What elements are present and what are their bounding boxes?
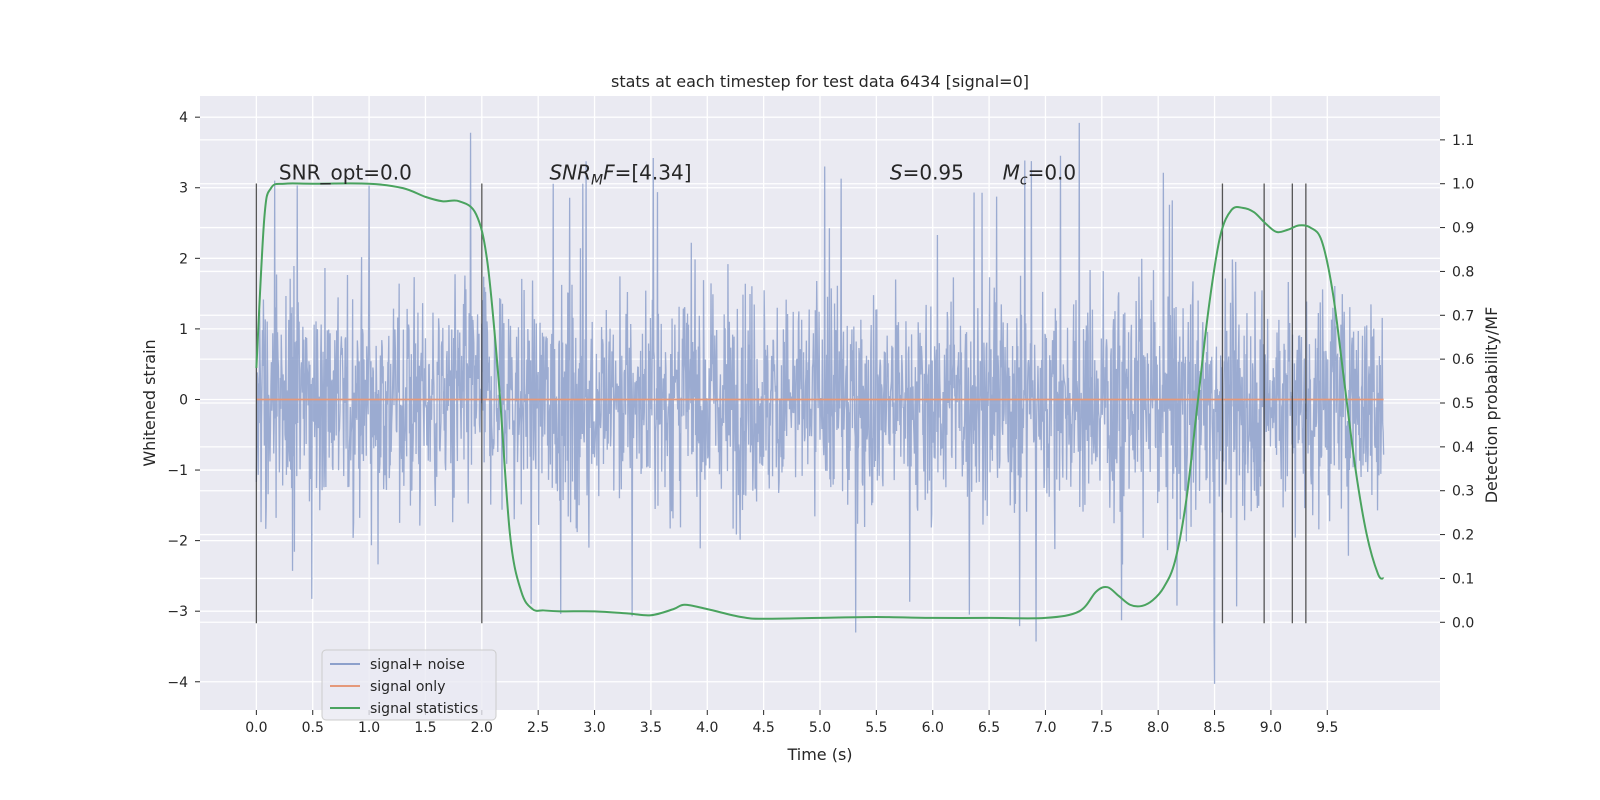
legend: signal+ noise signal only signal statistic… bbox=[321, 649, 497, 721]
x-tick-label: 3.0 bbox=[583, 720, 605, 736]
y-tick-label: 1 bbox=[179, 322, 188, 338]
annotation-symbol: SNR bbox=[549, 160, 591, 184]
annotations: SNR_opt=0.0 SNRMF=[4.34] S=0.95 Mc=0.0 bbox=[279, 160, 1076, 188]
y-tick-label: −1 bbox=[167, 463, 188, 479]
signal-statistics-line bbox=[255, 182, 1385, 620]
x-tick-label: 1.5 bbox=[414, 720, 436, 736]
x-tick-label: 6.5 bbox=[978, 720, 1000, 736]
y-tick-label: 2 bbox=[179, 251, 188, 267]
legend-box bbox=[321, 649, 497, 721]
x-tick-label: 8.0 bbox=[1147, 720, 1169, 736]
annotation-subscript: c bbox=[1020, 172, 1028, 188]
chart-title: stats at each timestep for test data 643… bbox=[611, 72, 1029, 91]
series-signal-noise bbox=[255, 122, 1385, 684]
x-tick-label: 1.0 bbox=[358, 720, 380, 736]
x-tick-label: 7.0 bbox=[1034, 720, 1056, 736]
x-axis-ticks: 0.0 0.5 1.0 1.5 2.0 2.5 3.0 3.5 4.0 4.5 5.0 5.5 6.0 6… bbox=[245, 710, 1338, 736]
x-tick-label: 5.0 bbox=[809, 720, 831, 736]
annotation-value: =0.0 bbox=[1028, 160, 1077, 184]
y2-tick-label: 0.7 bbox=[1452, 308, 1474, 324]
y2-tick-label: 1.0 bbox=[1452, 177, 1474, 193]
x-tick-label: 9.5 bbox=[1316, 720, 1338, 736]
x-tick-label: 2.5 bbox=[527, 720, 549, 736]
x-tick-label: 0.0 bbox=[245, 720, 267, 736]
x-tick-label: 9.0 bbox=[1260, 720, 1282, 736]
y-tick-label: −2 bbox=[167, 534, 188, 550]
y2-tick-label: 0.2 bbox=[1452, 528, 1474, 544]
x-tick-label: 3.5 bbox=[640, 720, 662, 736]
annotation-symbol: F bbox=[603, 160, 615, 184]
y2-tick-label: 0.4 bbox=[1452, 440, 1474, 456]
y-tick-label: 3 bbox=[179, 181, 188, 197]
y2-tick-label: 0.5 bbox=[1452, 396, 1474, 412]
series-signal-statistics bbox=[255, 182, 1385, 620]
vertical-markers bbox=[255, 183, 1307, 624]
y-tick-label: 0 bbox=[179, 392, 188, 408]
annotation-value: =[4.34] bbox=[615, 160, 692, 184]
x-tick-label: 4.0 bbox=[696, 720, 718, 736]
x-tick-label: 0.5 bbox=[302, 720, 324, 736]
x-tick-label: 8.5 bbox=[1203, 720, 1225, 736]
x-tick-label: 6.0 bbox=[922, 720, 944, 736]
y-axis-ticks: −4 −3 −2 −1 0 1 2 3 4 bbox=[167, 110, 200, 691]
annotation-symbol: M bbox=[1003, 160, 1020, 184]
x-tick-label: 5.5 bbox=[865, 720, 887, 736]
y2-tick-label: 0.1 bbox=[1452, 571, 1474, 587]
y2-tick-label: 0.9 bbox=[1452, 221, 1474, 237]
annotation: Mc=0.0 bbox=[1003, 160, 1077, 188]
y-axis-label: Whitened strain bbox=[140, 339, 159, 466]
y2-tick-label: 0.3 bbox=[1452, 484, 1474, 500]
y-tick-label: −3 bbox=[167, 604, 188, 620]
annotation-subscript: M bbox=[591, 172, 603, 188]
annotation: SNRMF=[4.34] bbox=[549, 160, 691, 188]
y2-tick-label: 0.8 bbox=[1452, 264, 1474, 280]
y2-tick-label: 1.1 bbox=[1452, 133, 1474, 149]
y-tick-label: 4 bbox=[179, 110, 188, 126]
x-axis-label: Time (s) bbox=[786, 745, 852, 764]
legend-label: signal statistics bbox=[370, 701, 478, 717]
signal-noise-line bbox=[255, 122, 1385, 684]
x-tick-label: 2.0 bbox=[471, 720, 493, 736]
y2-axis-label: Detection probability/MF bbox=[1482, 307, 1501, 504]
x-tick-label: 7.5 bbox=[1091, 720, 1113, 736]
annotation: SNR_opt=0.0 bbox=[279, 160, 412, 184]
annotation-value: =0.95 bbox=[903, 160, 964, 184]
y2-tick-label: 0.6 bbox=[1452, 352, 1474, 368]
legend-label: signal only bbox=[370, 679, 445, 695]
y-tick-label: −4 bbox=[167, 675, 188, 691]
y2-axis-ticks: 0.0 0.1 0.2 0.3 0.4 0.5 0.6 0.7 0.8 0.9 1.0 1.1 bbox=[1440, 133, 1474, 631]
x-tick-label: 4.5 bbox=[753, 720, 775, 736]
annotation: S=0.95 bbox=[890, 160, 964, 184]
legend-label: signal+ noise bbox=[370, 657, 465, 673]
annotation-symbol: S bbox=[890, 160, 903, 184]
y2-tick-label: 0.0 bbox=[1452, 615, 1474, 631]
